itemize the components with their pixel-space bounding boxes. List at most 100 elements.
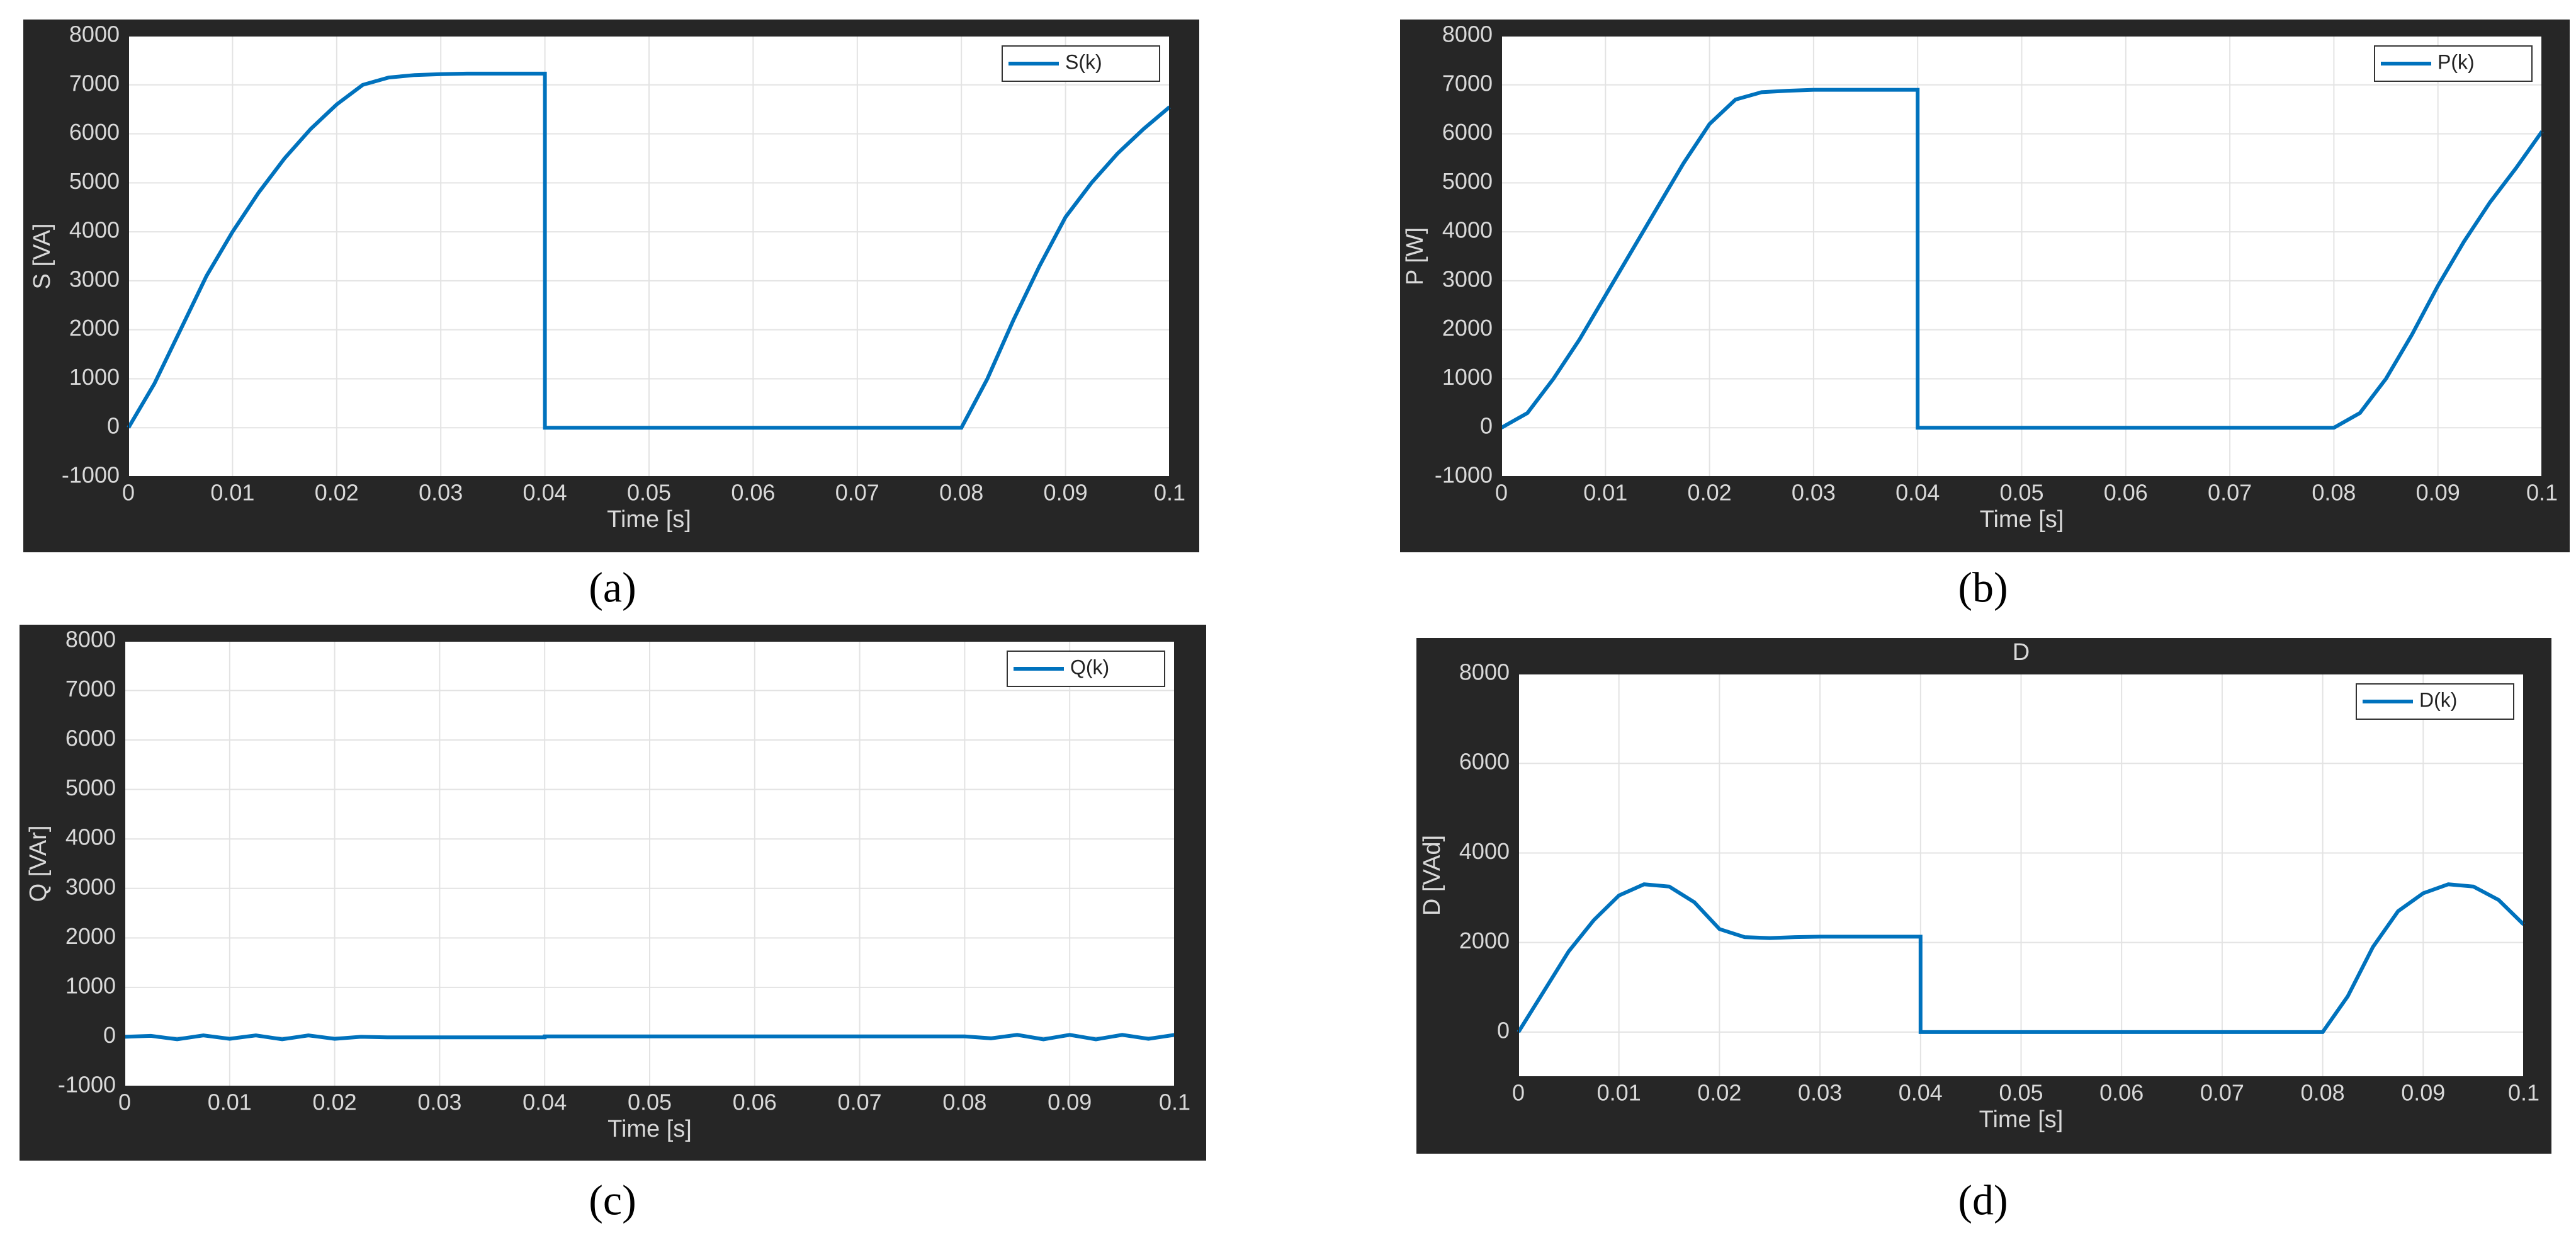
x-tick-label: 0.1 bbox=[1159, 1089, 1190, 1115]
x-tick-label: 0.01 bbox=[208, 1089, 252, 1115]
x-tick-label: 0.07 bbox=[2200, 1080, 2244, 1106]
x-tick-label: 0.1 bbox=[1154, 480, 1185, 506]
x-tick-label: 0.06 bbox=[2104, 480, 2148, 506]
y-tick-label: 5000 bbox=[65, 775, 116, 800]
y-tick-label: 7000 bbox=[69, 70, 120, 96]
x-tick-label: 0.1 bbox=[2508, 1080, 2539, 1106]
x-tick-label: 0.04 bbox=[523, 1089, 567, 1115]
y-tick-label: 8000 bbox=[69, 21, 120, 47]
x-tick-label: 0.07 bbox=[835, 480, 879, 506]
y-tick-label: 8000 bbox=[1459, 659, 1510, 685]
y-tick-label: 2000 bbox=[69, 315, 120, 341]
x-tick-label: 0.09 bbox=[1044, 480, 1088, 506]
x-tick-label: 0.05 bbox=[1999, 480, 2043, 506]
x-tick-label: 0 bbox=[118, 1089, 131, 1115]
y-tick-label: 7000 bbox=[65, 676, 116, 702]
x-tick-label: 0.03 bbox=[1798, 1080, 1842, 1106]
y-tick-label: -1000 bbox=[58, 1072, 116, 1098]
y-axis-label: P [W] bbox=[1402, 227, 1428, 285]
plot-border bbox=[1518, 673, 2524, 1077]
y-tick-label: 0 bbox=[103, 1022, 116, 1048]
x-tick-label: 0.06 bbox=[2099, 1080, 2144, 1106]
x-tick-label: 0.09 bbox=[1048, 1089, 1092, 1115]
x-tick-label: 0.08 bbox=[939, 480, 983, 506]
x-tick-label: 0 bbox=[1512, 1080, 1525, 1106]
y-tick-label: 1000 bbox=[65, 972, 116, 998]
y-tick-label: 2000 bbox=[1459, 928, 1510, 953]
x-tick-label: 0.09 bbox=[2416, 480, 2460, 506]
x-tick-label: 0 bbox=[122, 480, 135, 506]
y-tick-label: -1000 bbox=[62, 462, 120, 488]
y-axis-label: D [VAd] bbox=[1419, 835, 1445, 916]
plot-border bbox=[124, 640, 1175, 1087]
y-tick-label: 5000 bbox=[69, 168, 120, 194]
y-tick-label: 3000 bbox=[1442, 266, 1493, 292]
x-tick-label: 0.09 bbox=[2401, 1080, 2445, 1106]
data-line bbox=[124, 1033, 1175, 1042]
y-tick-label: 1000 bbox=[69, 364, 120, 390]
chart-title: D bbox=[2013, 639, 2030, 666]
y-tick-label: 3000 bbox=[69, 266, 120, 292]
data-line bbox=[127, 71, 1171, 430]
x-tick-label: 0.02 bbox=[1697, 1080, 1741, 1106]
x-axis-label: Time [s] bbox=[607, 1116, 692, 1142]
x-tick-label: 0.02 bbox=[315, 480, 359, 506]
plot-border bbox=[128, 35, 1170, 477]
x-axis-label: Time [s] bbox=[1980, 506, 2064, 533]
legend-label: D(k) bbox=[2419, 688, 2457, 711]
y-axis-label: S [VA] bbox=[29, 224, 55, 290]
x-tick-label: 0 bbox=[1495, 480, 1508, 506]
x-axis-label: Time [s] bbox=[607, 506, 691, 533]
y-tick-label: 6000 bbox=[65, 725, 116, 751]
y-tick-label: 1000 bbox=[1442, 364, 1493, 390]
x-tick-label: 0.05 bbox=[627, 480, 671, 506]
caption: (b) bbox=[1958, 564, 2008, 611]
legend-label: S(k) bbox=[1065, 50, 1102, 73]
caption: (a) bbox=[589, 564, 636, 611]
x-tick-label: 0.08 bbox=[2301, 1080, 2345, 1106]
caption: (d) bbox=[1958, 1176, 2008, 1224]
x-tick-label: 0.01 bbox=[1583, 480, 1627, 506]
y-tick-label: 6000 bbox=[1459, 749, 1510, 775]
plot-border bbox=[1501, 35, 2543, 477]
y-tick-label: 4000 bbox=[1459, 838, 1510, 864]
y-tick-label: 7000 bbox=[1442, 70, 1493, 96]
x-tick-label: 0.01 bbox=[210, 480, 254, 506]
x-tick-label: 0.03 bbox=[417, 1089, 461, 1115]
data-line bbox=[1517, 882, 2526, 1034]
y-tick-label: 0 bbox=[1480, 413, 1493, 439]
y-tick-label: 8000 bbox=[1442, 21, 1493, 47]
y-tick-label: 3000 bbox=[65, 873, 116, 899]
y-tick-label: 0 bbox=[107, 413, 120, 439]
x-tick-label: 0.04 bbox=[523, 480, 567, 506]
x-tick-label: 0.05 bbox=[628, 1089, 672, 1115]
x-tick-label: 0.04 bbox=[1895, 480, 1940, 506]
x-tick-label: 0.03 bbox=[1792, 480, 1836, 506]
y-axis-label: Q [VAr] bbox=[25, 826, 52, 902]
x-tick-label: 0.08 bbox=[942, 1089, 986, 1115]
y-tick-label: 2000 bbox=[65, 923, 116, 949]
x-axis-label: Time [s] bbox=[1979, 1106, 2064, 1133]
x-tick-label: 0.04 bbox=[1899, 1080, 1943, 1106]
x-tick-label: 0.1 bbox=[2526, 480, 2558, 506]
legend-label: Q(k) bbox=[1070, 656, 1109, 678]
y-tick-label: 6000 bbox=[1442, 119, 1493, 145]
caption: (c) bbox=[589, 1176, 636, 1224]
y-tick-label: 6000 bbox=[69, 119, 120, 145]
x-tick-label: 0.07 bbox=[838, 1089, 882, 1115]
y-tick-label: 4000 bbox=[65, 824, 116, 850]
x-tick-label: 0.07 bbox=[2208, 480, 2252, 506]
y-tick-label: 5000 bbox=[1442, 168, 1493, 194]
x-tick-label: 0.01 bbox=[1597, 1080, 1641, 1106]
x-tick-label: 0.03 bbox=[419, 480, 463, 506]
y-tick-label: 2000 bbox=[1442, 315, 1493, 341]
y-tick-label: 0 bbox=[1497, 1017, 1510, 1043]
y-tick-label: 4000 bbox=[1442, 217, 1493, 243]
legend-box bbox=[2356, 683, 2514, 720]
legend-label: P(k) bbox=[2438, 50, 2475, 73]
y-tick-label: -1000 bbox=[1435, 462, 1493, 488]
x-tick-label: 0.06 bbox=[733, 1089, 777, 1115]
y-tick-label: 8000 bbox=[65, 627, 116, 652]
x-tick-label: 0.06 bbox=[731, 480, 775, 506]
